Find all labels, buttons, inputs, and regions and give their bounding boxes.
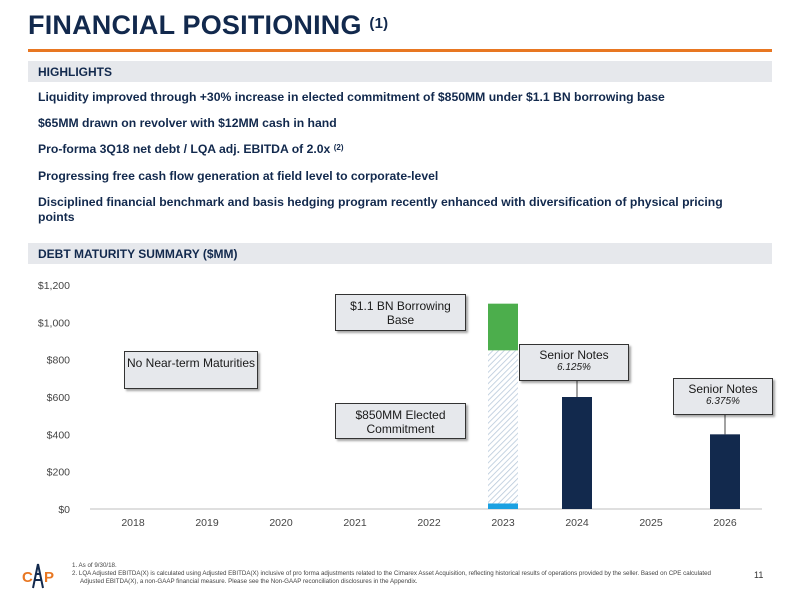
highlight-item: Progressing free cash flow generation at… bbox=[38, 169, 439, 183]
senior-notes-2024-callout: Senior Notes 6.125% bbox=[519, 344, 629, 381]
y-tick-label: $1,200 bbox=[38, 280, 70, 292]
y-tick-label: $0 bbox=[58, 504, 70, 516]
footnote-1: 1. As of 9/30/18. bbox=[72, 562, 117, 569]
bar-senior_notes-2024 bbox=[562, 397, 592, 509]
elected-commitment-callout: $850MM Elected Commitment bbox=[335, 403, 466, 439]
footnotes: 1. As of 9/30/18. 2. LQA Adjusted EBITDA… bbox=[72, 562, 732, 586]
x-tick-label: 2026 bbox=[713, 517, 737, 529]
page-number: 11 bbox=[754, 570, 764, 580]
highlight-item: Liquidity improved through +30% increase… bbox=[38, 90, 665, 104]
y-tick-label: $400 bbox=[47, 429, 71, 441]
x-tick-label: 2018 bbox=[121, 517, 145, 529]
highlights-list: Liquidity improved through +30% increase… bbox=[38, 90, 758, 236]
company-logo: C P bbox=[22, 563, 54, 589]
no-near-term-callout: No Near-term Maturities bbox=[124, 351, 258, 389]
senior-notes-2026-callout: Senior Notes 6.375% bbox=[673, 378, 773, 415]
y-tick-label: $600 bbox=[47, 392, 71, 404]
highlight-item: $65MM drawn on revolver with $12MM cash … bbox=[38, 116, 337, 130]
x-tick-label: 2020 bbox=[269, 517, 293, 529]
y-tick-label: $200 bbox=[47, 467, 71, 479]
logo-letter-c: C bbox=[22, 569, 33, 586]
x-tick-label: 2021 bbox=[343, 517, 367, 529]
y-tick-label: $800 bbox=[47, 355, 71, 367]
title-rule bbox=[28, 49, 772, 52]
x-tick-label: 2019 bbox=[195, 517, 219, 529]
page-title-footnote: (1) bbox=[369, 15, 389, 32]
borrowing-base-callout: $1.1 BN Borrowing Base bbox=[335, 294, 466, 331]
x-tick-label: 2024 bbox=[565, 517, 589, 529]
bar-drawn-2023 bbox=[488, 503, 518, 509]
y-tick-label: $1,000 bbox=[38, 317, 70, 329]
page-title: FINANCIAL POSITIONING (1) bbox=[28, 10, 388, 41]
debt-maturity-header: DEBT MATURITY SUMMARY ($MM) bbox=[28, 243, 772, 264]
derrick-icon bbox=[32, 563, 44, 589]
highlight-item: Disciplined financial benchmark and basi… bbox=[38, 195, 723, 224]
highlights-header: HIGHLIGHTS bbox=[28, 61, 772, 82]
x-tick-label: 2025 bbox=[639, 517, 663, 529]
page-title-text: FINANCIAL POSITIONING bbox=[28, 10, 362, 40]
footnote-2: 2. LQA Adjusted EBITDA(X) is calculated … bbox=[72, 570, 712, 585]
bar-elected_undrawn-2023 bbox=[488, 350, 518, 504]
highlight-footnote: (2) bbox=[333, 143, 344, 152]
bar-borrowing_base_excess-2023 bbox=[488, 303, 518, 351]
highlight-item: Pro-forma 3Q18 net debt / LQA adj. EBITD… bbox=[38, 142, 344, 156]
bar-senior_notes-2026 bbox=[710, 434, 740, 509]
x-tick-label: 2023 bbox=[491, 517, 515, 529]
x-tick-label: 2022 bbox=[417, 517, 441, 529]
logo-letter-p: P bbox=[44, 569, 54, 586]
